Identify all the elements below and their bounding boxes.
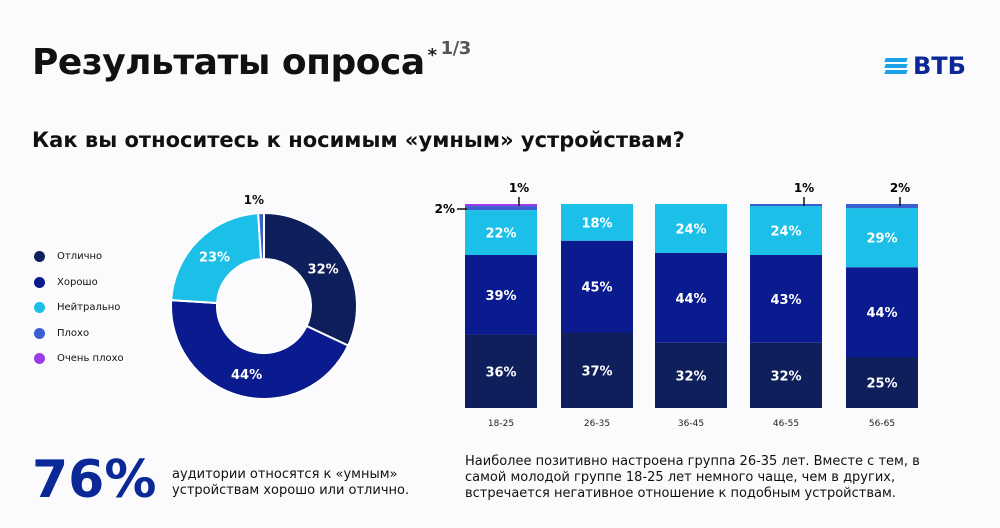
bar-label: 44% — [866, 306, 897, 321]
bar-label: 25% — [866, 377, 897, 392]
bar-segment — [846, 357, 918, 408]
bar-label: 43% — [770, 293, 801, 308]
bar-label: 44% — [675, 292, 706, 307]
note-text: Наиболее позитивно настроена группа 26-3… — [465, 454, 920, 501]
vtb-logo: ВТБ — [884, 52, 966, 80]
bar-segment — [846, 204, 918, 209]
legend-label: Отлично — [57, 251, 103, 263]
legend-swatch — [34, 302, 45, 314]
bar-small-label: 1% — [509, 181, 529, 195]
legend-item: Очень плохо — [34, 346, 124, 372]
bar-label: 37% — [581, 364, 612, 379]
bar-label: 45% — [581, 281, 612, 296]
summary-text: аудитории относятся к «умным» устройствам… — [172, 467, 410, 498]
bar-label: 32% — [675, 369, 706, 384]
donut-label: 44% — [231, 368, 262, 383]
bar-segment — [750, 206, 822, 255]
legend-label: Очень плохо — [57, 353, 124, 365]
donut-label: 23% — [199, 251, 230, 266]
summary-value: 76% — [32, 450, 157, 510]
donut-label: 1% — [244, 193, 264, 207]
x-tick-label: 36-45 — [678, 419, 704, 429]
donut-slice — [263, 211, 358, 347]
bar-label: 24% — [770, 225, 801, 240]
bar-label: 22% — [485, 227, 516, 242]
bar-segment — [846, 208, 918, 268]
bar-small-label: 1% — [794, 181, 814, 195]
bar-segment — [465, 255, 537, 335]
bar-segment — [750, 255, 822, 343]
bar-segment — [655, 252, 727, 343]
bar-segment — [846, 267, 918, 357]
donut-slice — [170, 299, 350, 400]
bar-segment — [561, 204, 633, 241]
bar-label: 36% — [485, 365, 516, 380]
x-tick-label: 56-65 — [869, 419, 895, 429]
x-tick-label: 18-25 — [488, 419, 514, 429]
legend: Отлично Хорошо Нейтрально Плохо Очень плохо — [34, 244, 124, 372]
legend-label: Нейтрально — [57, 302, 121, 314]
bar-segment — [655, 342, 727, 408]
bar-label: 39% — [485, 289, 516, 304]
donut-slice — [257, 211, 265, 261]
bar-label: 24% — [675, 222, 706, 237]
bar-segment — [465, 204, 537, 207]
bar-segment — [750, 342, 822, 408]
bar-segment — [561, 240, 633, 333]
legend-item: Плохо — [34, 321, 124, 347]
x-tick-label: 26-35 — [584, 419, 610, 429]
bar-label: 18% — [581, 216, 612, 231]
page-title: Результаты опроса * 1/3 — [32, 38, 471, 83]
bar-label: 29% — [866, 232, 897, 247]
legend-swatch — [34, 251, 45, 263]
bar-segment — [655, 204, 727, 253]
bar-small-label: 2% — [435, 202, 455, 216]
legend-swatch — [34, 276, 45, 288]
donut-slice — [170, 212, 263, 305]
bar-label: 32% — [770, 369, 801, 384]
legend-item: Хорошо — [34, 270, 124, 296]
bar-segment — [750, 204, 822, 207]
bar-segment — [561, 332, 633, 408]
legend-label: Плохо — [57, 327, 90, 339]
donut-label: 32% — [308, 262, 339, 277]
legend-swatch — [34, 353, 45, 365]
legend-swatch — [34, 327, 45, 339]
bar-segment — [465, 206, 537, 211]
bar-segment — [465, 210, 537, 255]
legend-item: Нейтрально — [34, 295, 124, 321]
bar-segment — [465, 334, 537, 408]
x-tick-label: 46-55 — [773, 419, 799, 429]
bar-small-label: 2% — [890, 181, 910, 195]
page-counter: 1/3 — [440, 38, 472, 59]
legend-label: Хорошо — [57, 276, 98, 288]
question-heading: Как вы относитесь к носимым «умным» устр… — [32, 128, 685, 152]
legend-item: Отлично — [34, 244, 124, 270]
